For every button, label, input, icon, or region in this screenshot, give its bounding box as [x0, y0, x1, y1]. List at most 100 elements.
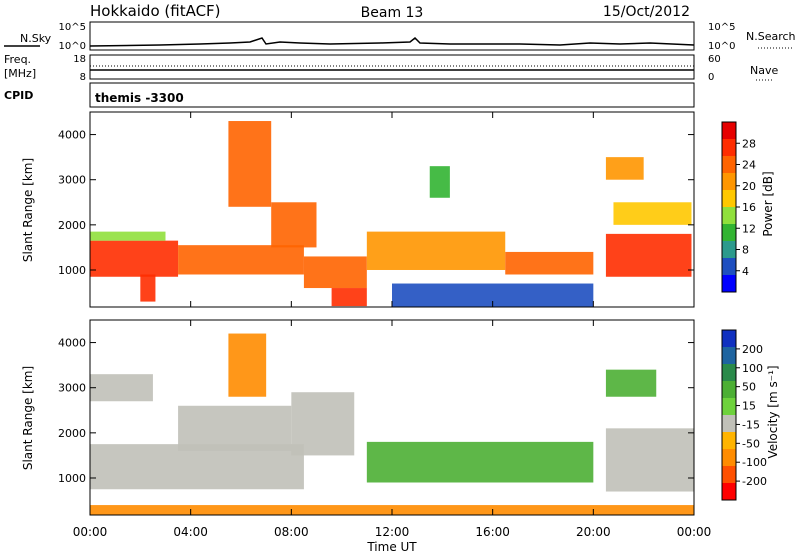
- velocity-y-label: Slant Range [km]: [21, 366, 35, 470]
- colorbar-swatch-0-2: [722, 156, 736, 174]
- heatmap-cell-1-3: [291, 392, 355, 456]
- velocity-colorbar: 200 100 50 15 -15 -50 -100 -200: [721, 329, 767, 501]
- y-tick-label-0-0: 1000: [58, 264, 86, 277]
- colorbar-swatch-0-0: [722, 122, 736, 140]
- colorbar-swatch-1-0: [722, 330, 736, 348]
- freq-right-tick-bottom: 0: [708, 72, 714, 83]
- power-colorbar-label: Power [dB]: [761, 171, 775, 236]
- freq-label-2: [MHz]: [4, 67, 36, 80]
- cpid-panel: CPID themis -3300: [4, 82, 695, 108]
- colorbar-swatch-0-3: [722, 173, 736, 191]
- x-tick-label-5: 20:00: [576, 525, 611, 539]
- x-axis-label: Time UT: [366, 540, 417, 554]
- power-y-axis: 1000 2000 3000 4000: [58, 129, 694, 277]
- y-tick-label-1-1: 2000: [58, 427, 86, 440]
- power-y-label: Slant Range [km]: [21, 158, 35, 262]
- beam-title: Beam 13: [361, 5, 424, 21]
- station-title: Hokkaido (fitACF): [90, 2, 221, 20]
- colorbar-tick-label-1-6: -100: [742, 456, 767, 469]
- heatmap-cell-0-6: [303, 256, 367, 289]
- nsky-tick-bottom: 10^0: [59, 41, 86, 52]
- velocity-y-axis: 1000 2000 3000 4000: [58, 337, 694, 485]
- y-tick-label-0-2: 3000: [58, 174, 86, 187]
- colorbar-swatch-1-2: [722, 364, 736, 382]
- nsearch-label: N.Search: [746, 30, 796, 43]
- heatmap-cell-1-5: [366, 441, 594, 483]
- colorbar-swatch-1-1: [722, 347, 736, 365]
- colorbar-swatch-1-9: [722, 483, 736, 501]
- colorbar-tick-label-1-3: 15: [742, 400, 756, 413]
- x-tick-label-4: 16:00: [475, 525, 510, 539]
- colorbar-tick-label-0-2: 12: [742, 222, 756, 235]
- heatmap-cell-0-11: [605, 233, 692, 277]
- nsky-right-tick-bottom: 10^0: [708, 41, 735, 52]
- heatmap-cell-0-9: [505, 251, 594, 275]
- y-tick-label-0-1: 2000: [58, 219, 86, 232]
- heatmap-cell-1-2: [178, 405, 292, 451]
- nsky-trace: [89, 36, 695, 47]
- y-tick-label-1-0: 1000: [58, 472, 86, 485]
- heatmap-cell-0-13: [605, 157, 644, 180]
- freq-panel: Freq. [MHz] 18 8 60 0 Nave: [4, 53, 778, 83]
- freq-tick-bottom: 8: [80, 72, 86, 83]
- cpid-label: CPID: [4, 89, 33, 102]
- heatmap-cell-1-0: [90, 444, 304, 490]
- colorbar-swatch-1-5: [722, 415, 736, 433]
- heatmap-cell-1-4: [228, 333, 267, 397]
- time-x-axis: 00:00 04:00 08:00 12:00 16:00 20:00 00:00: [73, 112, 711, 539]
- heatmap-cell-0-5: [271, 202, 317, 248]
- heatmap-cell-0-1: [90, 231, 166, 241]
- cpid-value: themis -3300: [95, 91, 184, 105]
- power-colorbar: 4 8 12 16 20 24 28: [721, 121, 756, 293]
- colorbar-tick-label-0-6: 28: [742, 137, 756, 150]
- heatmap-cell-0-8: [366, 231, 506, 270]
- colorbar-swatch-0-8: [722, 258, 736, 276]
- heatmap-cell-0-4: [228, 121, 272, 207]
- date-title: 15/Oct/2012: [603, 4, 690, 20]
- colorbar-swatch-1-8: [722, 466, 736, 484]
- freq-tick-top: 18: [73, 54, 86, 65]
- heatmap-cell-1-7: [605, 369, 657, 397]
- colorbar-tick-label-1-4: -15: [742, 418, 760, 431]
- colorbar-swatch-1-6: [722, 432, 736, 450]
- colorbar-tick-label-0-3: 16: [742, 201, 756, 214]
- colorbar-swatch-1-7: [722, 449, 736, 467]
- nsky-tick-top: 10^5: [59, 22, 86, 33]
- y-tick-label-0-3: 4000: [58, 129, 86, 142]
- power-panel: 1000 2000 3000 4000 Slant Range [km] 4 8 12 16…: [21, 111, 775, 308]
- colorbar-tick-label-1-2: 50: [742, 381, 756, 394]
- x-tick-label-3: 12:00: [375, 525, 410, 539]
- x-tick-label-1: 04:00: [173, 525, 208, 539]
- colorbar-swatch-0-5: [722, 207, 736, 225]
- nsky-label: N.Sky: [20, 32, 52, 45]
- colorbar-swatch-0-7: [722, 241, 736, 259]
- heatmap-cell-0-12: [613, 202, 692, 225]
- colorbar-tick-label-0-1: 8: [742, 244, 749, 257]
- velocity-heatmap: [90, 333, 694, 515]
- colorbar-tick-label-1-5: -50: [742, 437, 760, 450]
- colorbar-tick-label-0-5: 24: [742, 159, 756, 172]
- heatmap-cell-0-2: [140, 274, 156, 302]
- heatmap-cell-0-10: [392, 283, 594, 307]
- heatmap-cell-0-14: [429, 166, 450, 198]
- heatmap-cell-1-1: [90, 374, 153, 402]
- colorbar-tick-label-1-1: 100: [742, 362, 763, 375]
- colorbar-tick-label-0-4: 20: [742, 180, 756, 193]
- velocity-panel: 1000 2000 3000 4000 Slant Range [km] 200 100…: [21, 319, 780, 516]
- colorbar-tick-label-0-0: 4: [742, 265, 749, 278]
- colorbar-swatch-1-3: [722, 381, 736, 399]
- heatmap-cell-0-7: [331, 288, 367, 307]
- heatmap-cell-0-0: [90, 240, 179, 277]
- colorbar-swatch-0-6: [722, 224, 736, 242]
- velocity-colorbar-label: Velocity [m s⁻¹]: [766, 365, 780, 458]
- colorbar-swatch-0-4: [722, 190, 736, 208]
- freq-right-tick-top: 60: [708, 54, 721, 65]
- x-tick-label-0: 00:00: [73, 525, 108, 539]
- nave-label: Nave: [750, 64, 778, 77]
- power-heatmap: [90, 121, 692, 307]
- colorbar-tick-label-1-0: 200: [742, 343, 763, 356]
- nsky-right-tick-top: 10^5: [708, 22, 735, 33]
- colorbar-tick-label-1-7: -200: [742, 475, 767, 488]
- heatmap-cell-1-6: [605, 428, 694, 492]
